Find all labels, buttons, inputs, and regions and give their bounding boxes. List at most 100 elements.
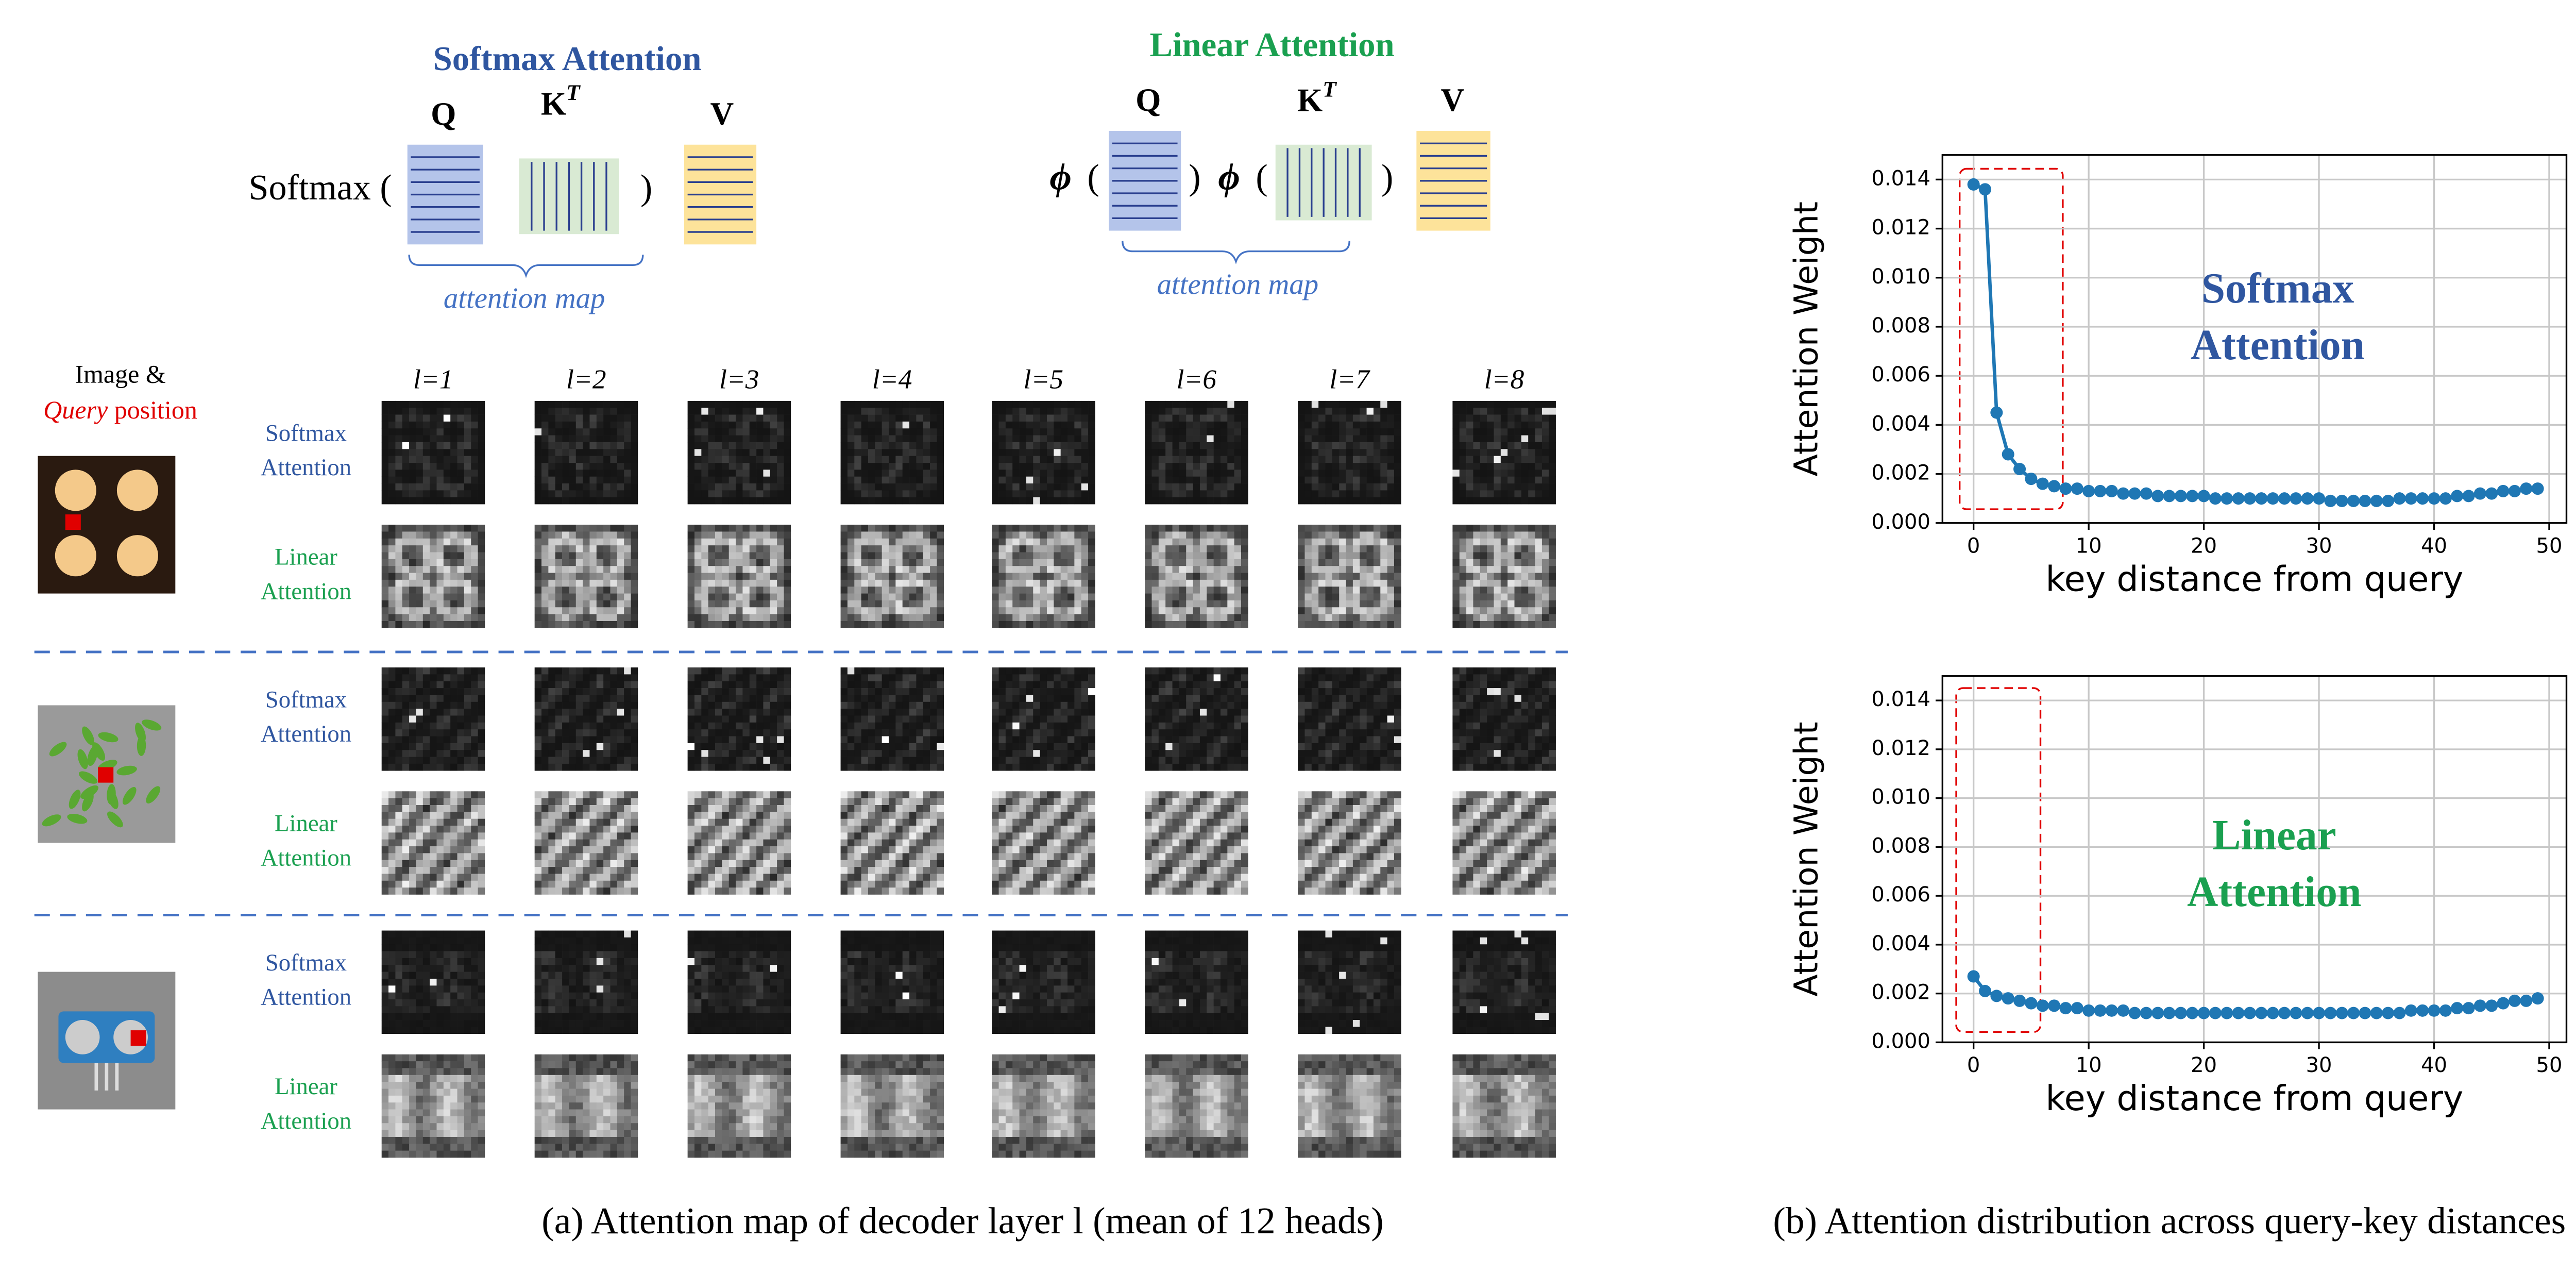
pixel (395, 587, 403, 594)
pixel (464, 470, 471, 477)
pixel (1199, 525, 1207, 532)
pixel (756, 667, 764, 675)
pixel (478, 715, 485, 723)
pixel (1172, 490, 1180, 498)
pixel (930, 607, 937, 614)
pixel (1054, 525, 1061, 532)
pixel (1046, 421, 1054, 429)
pixel (1060, 552, 1068, 560)
pixel (916, 463, 924, 470)
pixel (443, 722, 451, 730)
pixel (624, 729, 631, 736)
pixel (583, 545, 590, 552)
pixel (784, 490, 791, 498)
pixel (1186, 667, 1193, 675)
pixel (416, 573, 423, 580)
pixel (541, 545, 549, 552)
pixel (450, 587, 457, 594)
pixel (1298, 456, 1305, 463)
pixel (722, 757, 730, 764)
pixel (471, 538, 478, 546)
pixel (1459, 607, 1467, 614)
pixel (1541, 428, 1549, 435)
pixel (763, 490, 771, 498)
pixel (436, 449, 444, 456)
pixel (555, 757, 563, 764)
pixel (1081, 667, 1089, 675)
pixel (847, 490, 855, 498)
pixel (1040, 400, 1047, 408)
pixel (1193, 688, 1200, 695)
pixel (1514, 552, 1522, 560)
pixel (909, 435, 917, 443)
pixel (1325, 552, 1333, 560)
pixel (742, 400, 750, 408)
pixel (868, 757, 875, 764)
pixel (430, 763, 437, 771)
pixel (631, 456, 638, 463)
pixel (610, 559, 618, 566)
pixel (1318, 490, 1326, 498)
pixel (854, 722, 861, 730)
pixel (1046, 593, 1054, 601)
pixel (722, 750, 730, 757)
pixel (478, 722, 485, 730)
pixel (1199, 463, 1207, 470)
pixel (1019, 525, 1027, 532)
pixel (534, 600, 542, 608)
pixel (1158, 483, 1166, 491)
pixel (728, 566, 736, 573)
pixel (1394, 552, 1401, 560)
pixel (1005, 442, 1013, 449)
pixel (777, 559, 784, 566)
pixel (1005, 736, 1013, 744)
pixel (541, 470, 549, 477)
pixel (749, 490, 757, 498)
pixel (450, 579, 457, 587)
pixel (1346, 545, 1353, 552)
pixel (889, 736, 896, 744)
pixel (756, 449, 764, 456)
pixel (610, 442, 618, 449)
pixel (728, 667, 736, 675)
pixel (882, 463, 889, 470)
pixel (478, 621, 485, 628)
pixel (736, 600, 743, 608)
pixel (1033, 463, 1040, 470)
pixel (909, 736, 917, 744)
pixel (728, 476, 736, 484)
pixel (889, 614, 896, 622)
pixel (478, 709, 485, 716)
pixel (555, 701, 563, 709)
pixel (1318, 435, 1326, 443)
pixel (402, 545, 410, 552)
pixel (930, 593, 937, 601)
pixel (1241, 470, 1248, 477)
pixel (555, 497, 563, 505)
pixel (569, 757, 577, 764)
pixel (1480, 463, 1487, 470)
pixel (1005, 559, 1013, 566)
pixel (916, 456, 924, 463)
pixel (895, 566, 903, 573)
pixel (1220, 701, 1228, 709)
pixel (1081, 435, 1089, 443)
pixel (1339, 408, 1346, 415)
pixel (596, 593, 604, 601)
pixel (840, 688, 848, 695)
pixel (617, 729, 624, 736)
pixel (861, 600, 869, 608)
pixel (548, 525, 556, 532)
pixel (694, 695, 702, 702)
pixel (395, 435, 403, 443)
pixel (1394, 621, 1401, 628)
pixel (624, 681, 631, 689)
pixel (624, 593, 631, 601)
pixel (1088, 722, 1095, 730)
pixel (631, 681, 638, 689)
pixel (1019, 463, 1027, 470)
pixel (889, 531, 896, 539)
pixel (875, 408, 882, 415)
pixel (909, 421, 917, 429)
pixel (395, 729, 403, 736)
